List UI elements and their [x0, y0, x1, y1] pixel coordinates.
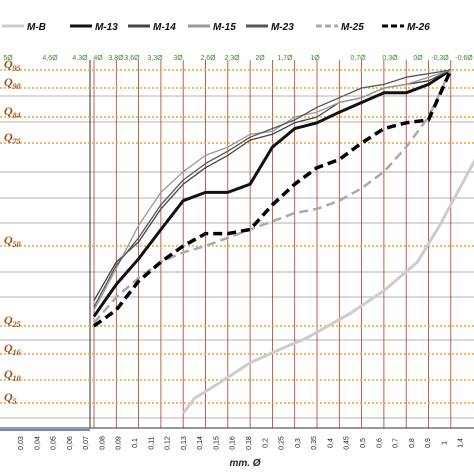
x-tick-label: 0,35 [311, 436, 318, 450]
quantile-subscript: 25 [12, 320, 21, 329]
series-line-m-13 [92, 68, 452, 318]
legend-label: M-14 [153, 22, 176, 33]
x-tick-label: 0,14 [197, 436, 204, 450]
phi-tick-label: 0,3Ø [382, 55, 398, 62]
series-line-m-25 [93, 69, 452, 324]
quantile-label: Q84 [4, 104, 21, 120]
quantile-label: Q95 [4, 57, 21, 73]
phi-axis-labels: 5Ø 4,6Ø 4,3Ø 4Ø 3,8Ø 3,6Ø 3,3Ø 3Ø 2,6Ø 2,3Ø 2Ø 1,7Ø… [3, 55, 473, 62]
legend-label: M-13 [95, 22, 118, 33]
phi-tick-label: 2Ø [255, 55, 265, 62]
x-tick-label: 0,45 [344, 436, 351, 450]
phi-tick-label: 3,3Ø [147, 55, 163, 62]
phi-tick-label: 4,6Ø [42, 55, 58, 62]
series-line-m-b [182, 158, 474, 414]
x-tick-label: 0,7 [393, 438, 400, 448]
quantile-subscript: 75 [13, 137, 21, 146]
x-axis-tick-labels: 0,03 0,04 0,05 0,06 0,07 0,08 0,09 0,1 0,11 0,12 0… [18, 436, 465, 450]
x-tick-label: 0,08 [99, 436, 106, 450]
x-tick-label: 0,25 [279, 436, 286, 450]
x-tick-label: 0,1 [132, 438, 139, 448]
phi-tick-label: 2,3Ø [224, 55, 240, 62]
series-line-m-15 [93, 69, 451, 311]
quantile-label: Q16 [4, 341, 21, 357]
x-tick-label: 0,18 [246, 436, 253, 450]
quantile-prefix: Q [4, 130, 13, 144]
phi-tick-label: 2,6Ø [200, 55, 216, 62]
quantile-prefix: Q [4, 390, 13, 404]
x-tick-label: 0,11 [148, 436, 155, 449]
x-tick-label: 1 [441, 441, 448, 445]
quantile-label: Q25 [4, 313, 21, 329]
quantile-prefix: Q [4, 104, 13, 118]
quantile-prefix: Q [4, 341, 13, 355]
x-tick-label: 0,4 [327, 438, 334, 448]
legend-label: M-15 [213, 22, 236, 33]
x-tick-label: 0,3 [295, 438, 302, 448]
quantile-label: Q5 [4, 390, 17, 406]
quantile-prefix: Q [4, 75, 13, 89]
quantile-subscript: 95 [13, 64, 21, 73]
phi-tick-label: 1Ø [310, 55, 320, 62]
quantile-prefix: Q [4, 313, 13, 327]
legend-label: M-25 [341, 22, 364, 33]
grid [0, 60, 474, 431]
phi-tick-label: 1,7Ø [277, 55, 293, 62]
quantile-subscript: 10 [13, 374, 21, 383]
legend-label: M-23 [271, 22, 294, 33]
phi-tick-label: 5Ø [3, 55, 13, 62]
x-tick-label: 0,03 [18, 436, 25, 450]
series-line-m-23 [93, 69, 451, 308]
x-tick-label: 0,04 [34, 436, 41, 450]
series-line-m-26 [92, 69, 453, 328]
quantile-label: Q10 [4, 367, 21, 383]
phi-tick-label: 4Ø [93, 55, 103, 62]
x-tick-label: 0,9 [425, 438, 432, 448]
series [92, 68, 474, 414]
x-tick-label: 0,07 [83, 436, 90, 450]
x-tick-label: 0,15 [213, 436, 220, 450]
x-tick-label: 0,09 [116, 436, 123, 450]
x-axis-label: mm. Ø [229, 458, 261, 469]
quantile-prefix: Q [4, 57, 13, 71]
legend-label: M-26 [407, 22, 430, 33]
quantile-prefix: Q [4, 367, 13, 381]
x-tick-label: 0,5 [360, 438, 367, 448]
x-tick-label: 0,12 [165, 436, 172, 450]
phi-tick-label: 3,6Ø [124, 55, 140, 62]
phi-tick-label: -0,3Ø [431, 55, 449, 62]
phi-tick-label: 3,8Ø [108, 55, 124, 62]
quantile-label: Q75 [4, 130, 21, 146]
quantile-subscript: 16 [13, 348, 21, 357]
x-tick-label: 0,05 [51, 436, 58, 450]
x-tick-label: 1,4 [458, 438, 465, 448]
x-tick-label: 0,13 [181, 436, 188, 450]
phi-tick-label: -0,6Ø [455, 55, 473, 62]
quantile-subscript: 5 [13, 397, 17, 406]
quantile-subscript: 50 [13, 240, 21, 249]
phi-tick-label: 3Ø [173, 55, 183, 62]
quantile-label: Q50 [4, 233, 21, 249]
phi-tick-label: 0,7Ø [350, 55, 366, 62]
x-tick-label: 0,6 [376, 438, 383, 448]
x-tick-label: 0,16 [230, 436, 237, 450]
quantile-subscript: 90 [13, 82, 21, 91]
quantile-prefix: Q [4, 233, 13, 247]
quantile-subscript: 84 [13, 111, 21, 120]
x-tick-label: 0,06 [67, 436, 74, 450]
quantile-label: Q90 [4, 75, 21, 91]
x-tick-label: 0,8 [409, 438, 416, 448]
phi-tick-label: 4,3Ø [72, 55, 88, 62]
phi-tick-label: 0Ø [413, 55, 423, 62]
legend-label: M-B [27, 22, 46, 33]
legend: M-B M-13 M-14 M-15 M-23 M-25 M-26 [2, 22, 430, 33]
x-tick-label: 0,2 [262, 438, 269, 448]
